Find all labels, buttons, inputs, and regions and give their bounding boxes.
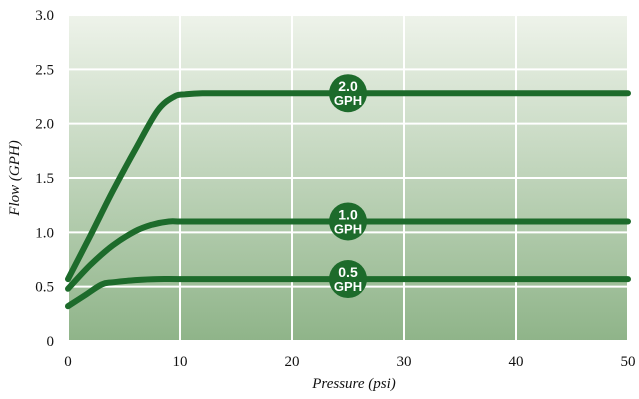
x-tick-label: 50: [621, 354, 636, 370]
x-tick-label: 0: [64, 354, 72, 370]
y-tick-label: 1.5: [35, 171, 54, 187]
x-axis-title: Pressure (psi): [311, 376, 395, 392]
series-badge-value: 2.0: [338, 78, 358, 94]
x-tick-label: 40: [509, 354, 524, 370]
x-tick-label: 20: [285, 354, 300, 370]
grid-lines: [67, 14, 629, 342]
y-tick-label: 2.5: [35, 62, 54, 78]
series-badge-unit: GPH: [334, 93, 362, 108]
y-tick-label: 3.0: [35, 8, 54, 24]
series-badge-unit: GPH: [334, 279, 362, 294]
y-tick-label: 0: [47, 334, 55, 350]
y-tick-label: 2.0: [35, 117, 54, 133]
series-badge-circle: [329, 260, 367, 299]
series-badge-value: 0.5: [338, 264, 358, 280]
x-tick-labels: 0 10 20 30 40 50: [64, 354, 635, 370]
y-tick-label: 0.5: [35, 280, 54, 296]
series-lines: [65, 90, 631, 310]
series-line: [65, 90, 631, 283]
series-badge-value: 1.0: [338, 206, 358, 222]
y-axis-title: Flow (GPH): [7, 140, 23, 216]
y-tick-label: 1.0: [35, 225, 54, 241]
series-badge-circle: [329, 202, 367, 241]
series-line: [65, 276, 631, 310]
x-tick-label: 30: [397, 354, 412, 370]
series-badge-circle: [329, 74, 367, 113]
x-tick-label: 10: [173, 354, 188, 370]
series-badge-unit: GPH: [334, 221, 362, 236]
y-tick-labels: 0 0.5 1.0 1.5 2.0 2.5 3.0: [35, 8, 54, 350]
series-line: [65, 218, 631, 292]
